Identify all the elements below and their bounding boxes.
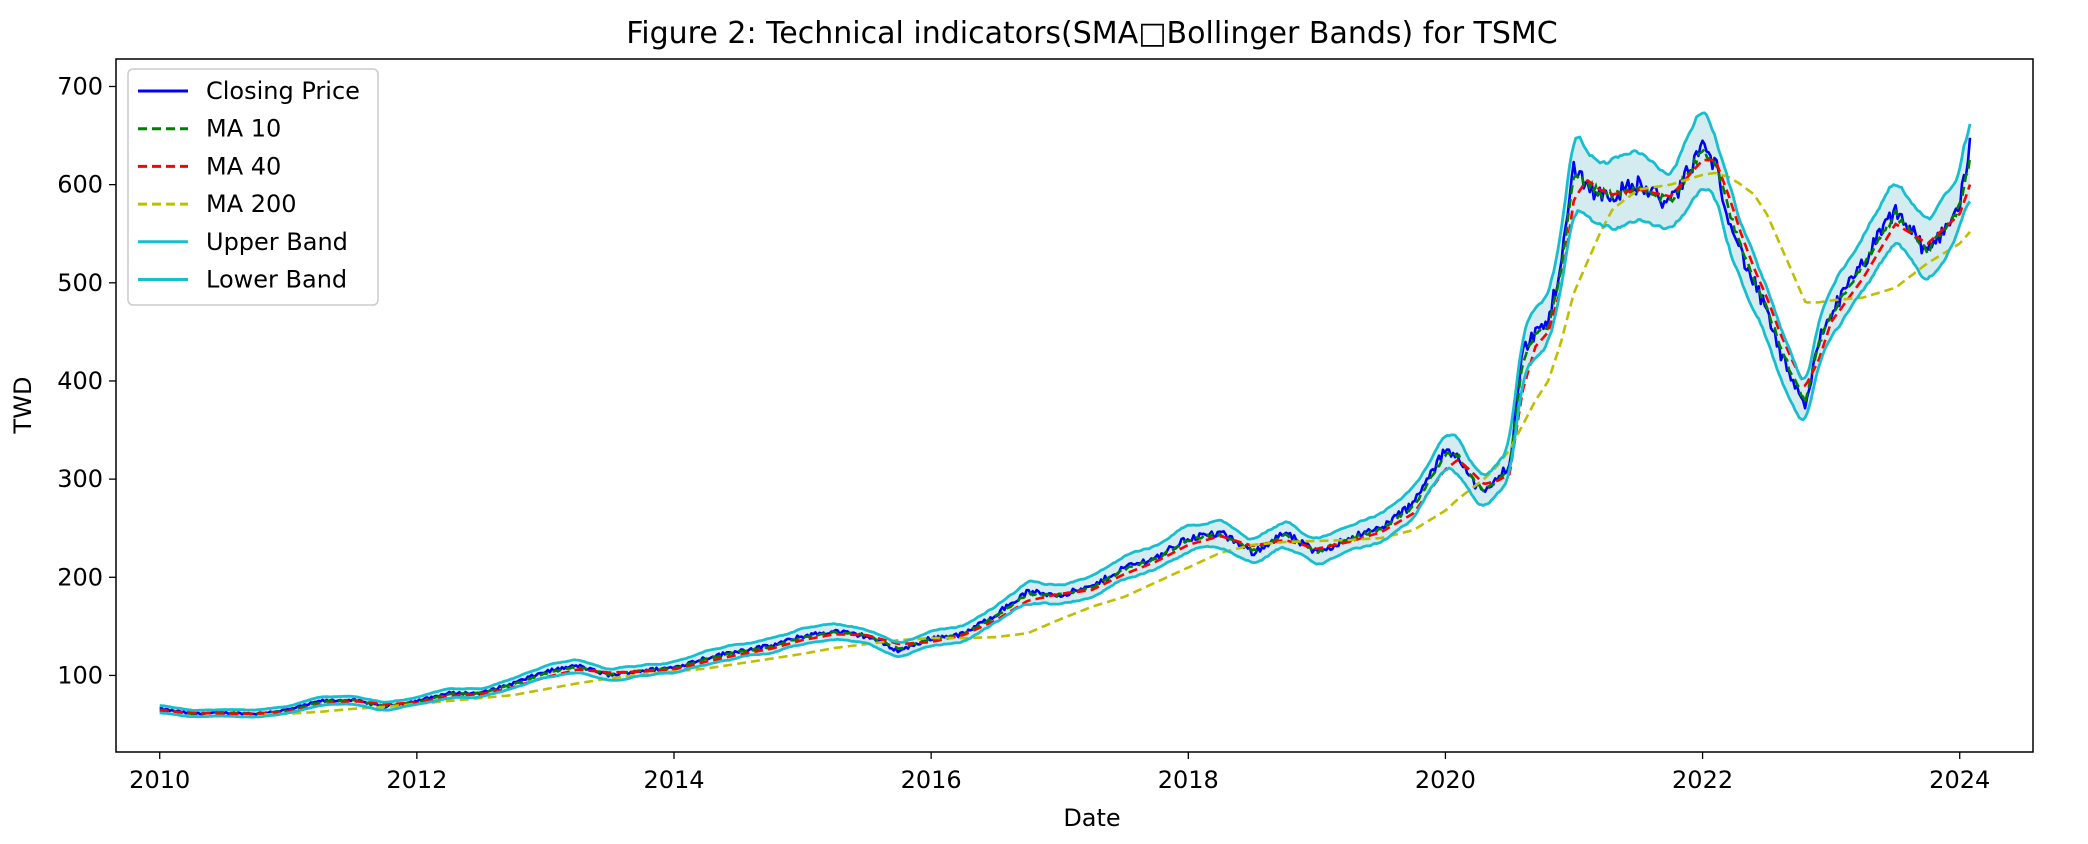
x-axis-label: Date bbox=[1063, 804, 1120, 832]
y-tick-label: 500 bbox=[57, 269, 103, 297]
legend-box bbox=[127, 68, 379, 306]
y-tick-label: 100 bbox=[57, 661, 103, 689]
x-tick-label: 2016 bbox=[901, 766, 962, 794]
x-tick-label: 2010 bbox=[129, 766, 190, 794]
x-tick-label: 2022 bbox=[1672, 766, 1733, 794]
series-upper-band bbox=[159, 111, 1972, 712]
y-tick-label: 400 bbox=[57, 367, 103, 395]
x-tick-label: 2018 bbox=[1158, 766, 1219, 794]
x-axis: 2010 2012 2014 2016 2018 2020 2022 2024 bbox=[129, 752, 1990, 794]
legend-label: Upper Band bbox=[206, 228, 348, 256]
x-tick-label: 2020 bbox=[1415, 766, 1476, 794]
x-tick-label: 2012 bbox=[386, 766, 447, 794]
legend-label: Closing Price bbox=[206, 77, 360, 105]
y-tick-label: 600 bbox=[57, 171, 103, 199]
plot-area bbox=[159, 111, 1972, 719]
legend: Closing Price MA 10 MA 40 MA 200 Upper Band L… bbox=[127, 68, 379, 306]
legend-label: Lower Band bbox=[206, 266, 347, 294]
y-axis-label: TWD bbox=[9, 377, 37, 435]
series-ma-10 bbox=[159, 146, 1972, 716]
series-lower-band bbox=[159, 188, 1972, 719]
series-ma-40 bbox=[159, 158, 1972, 715]
legend-label: MA 10 bbox=[206, 115, 281, 143]
y-tick-label: 700 bbox=[57, 72, 103, 100]
series-closing-price bbox=[159, 137, 1972, 716]
y-tick-label: 300 bbox=[57, 465, 103, 493]
x-tick-label: 2014 bbox=[643, 766, 704, 794]
legend-label: MA 200 bbox=[206, 190, 297, 218]
series-ma-200 bbox=[264, 171, 1971, 716]
chart-title: Figure 2: Technical indicators(SMA□Bolli… bbox=[626, 16, 1558, 51]
y-axis: 100 200 300 400 500 600 700 bbox=[57, 72, 116, 689]
plot-frame bbox=[115, 58, 2034, 753]
y-tick-label: 200 bbox=[57, 563, 103, 591]
bollinger-fill bbox=[159, 112, 1971, 718]
legend-label: MA 40 bbox=[206, 152, 281, 180]
x-tick-label: 2024 bbox=[1929, 766, 1990, 794]
